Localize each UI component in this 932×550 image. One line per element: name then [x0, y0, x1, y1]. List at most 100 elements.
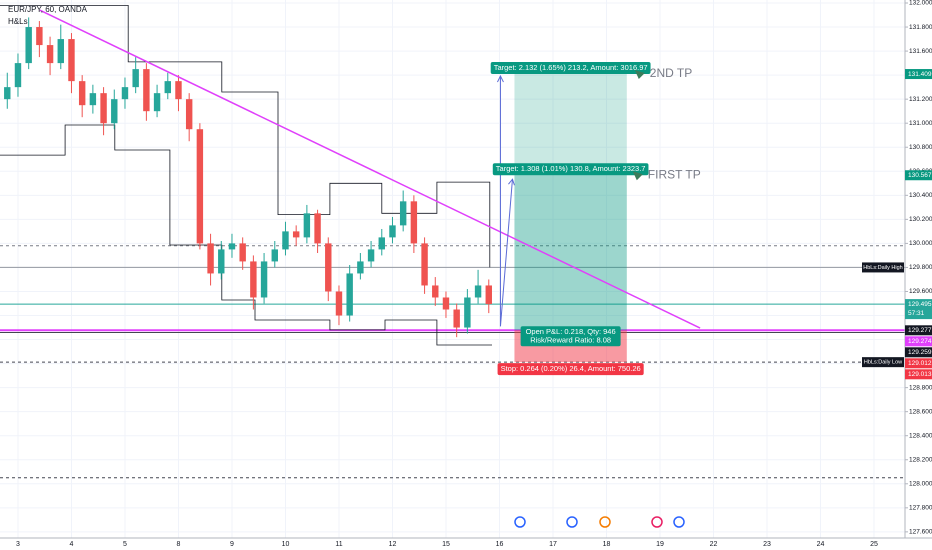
- y-tick-label: 131.600: [909, 48, 932, 55]
- candle-body: [239, 243, 246, 262]
- level-label: HbLs:Daily High: [863, 265, 902, 271]
- y-tick-label: 130.000: [909, 240, 932, 247]
- candle-body: [432, 285, 439, 298]
- target-zone: [514, 74, 627, 176]
- flag-icon: [634, 70, 645, 80]
- candle-body: [325, 243, 332, 292]
- y-tick-label: 131.800: [909, 24, 932, 31]
- first-target-label: Target: 1.308 (1.01%) 130.8, Amount: 232…: [492, 163, 649, 176]
- trendline: [39, 9, 701, 329]
- x-tick-label: 8: [177, 541, 181, 548]
- candle-body: [36, 27, 43, 46]
- candle-body: [282, 231, 289, 250]
- candle-body: [164, 81, 171, 94]
- event-icon[interactable]: [599, 516, 611, 528]
- x-tick-label: 9: [230, 541, 234, 548]
- level-label-box: [862, 357, 904, 368]
- candle-body: [185, 99, 193, 130]
- y-tick-label: 127.800: [909, 505, 932, 512]
- y-tick-label: 129.800: [909, 264, 932, 271]
- target-note: 2ND TP: [650, 66, 692, 80]
- candle-body: [228, 243, 236, 250]
- level-label: HbLs:Daily Low: [864, 360, 902, 366]
- candle-body: [218, 249, 225, 274]
- target-label-text: Target: 2.132 (1.65%) 213.2, Amount: 301…: [494, 63, 648, 72]
- indicator-name: H&Ls: [8, 17, 28, 26]
- price-tag: [905, 299, 932, 320]
- x-tick-label: 10: [282, 541, 290, 548]
- candle-body: [410, 201, 418, 244]
- candle-body: [132, 69, 139, 88]
- stop-label: Stop: 0.264 (0.20%) 26.4, Amount: 750.26: [497, 363, 644, 376]
- y-tick-label: 132.000: [909, 0, 932, 7]
- target-label: Target: 2.132 (1.65%) 213.2, Amount: 301…: [490, 62, 651, 75]
- y-tick-label: 127.600: [909, 529, 932, 536]
- target-label-box: [490, 62, 651, 75]
- arrow-head: [497, 74, 504, 83]
- first-target-note: FIRST TP: [648, 167, 701, 181]
- y-tick-label: 131.200: [909, 96, 932, 103]
- price-tag: [905, 336, 932, 347]
- candle-body: [196, 129, 204, 244]
- candle-body: [346, 273, 353, 316]
- price-tag-label: 131.409: [908, 71, 932, 78]
- channel-line: [0, 5, 491, 268]
- candle-body: [260, 261, 268, 298]
- candle-body: [303, 213, 311, 238]
- x-tick-label: 3: [16, 541, 20, 548]
- x-tick-label: 16: [496, 541, 504, 548]
- candle-body: [89, 93, 97, 106]
- x-tick-label: 15: [442, 541, 450, 548]
- candle-body: [250, 261, 257, 298]
- candle-body: [46, 45, 54, 64]
- candle-body: [389, 225, 396, 238]
- stop-label-text: Stop: 0.264 (0.20%) 26.4, Amount: 750.26: [501, 364, 641, 373]
- candle-body: [4, 87, 11, 100]
- x-tick-label: 17: [549, 541, 557, 548]
- x-tick-label: 25: [870, 541, 878, 548]
- y-tick-label: 130.800: [909, 144, 932, 151]
- price-axis-background: [905, 0, 932, 550]
- candle-body: [357, 261, 364, 274]
- stop-label-box: [497, 363, 644, 376]
- candle-body: [464, 297, 471, 328]
- first-target-label-box: [492, 163, 649, 176]
- candle-body: [271, 249, 278, 262]
- x-tick-label: 4: [70, 541, 74, 548]
- y-tick-label: 128.800: [909, 384, 932, 391]
- candle-body: [153, 93, 161, 112]
- y-tick-label: 131.000: [909, 120, 932, 127]
- price-tag-label: 129.012: [908, 360, 932, 367]
- grid-layer: [0, 0, 905, 538]
- candle-body: [314, 213, 321, 244]
- candle-body: [292, 231, 300, 238]
- price-tag-label: 129.259: [908, 349, 932, 356]
- event-icon[interactable]: [651, 516, 663, 528]
- event-icon[interactable]: [673, 516, 685, 528]
- price-tag-label: 130.567: [908, 172, 932, 179]
- event-icon[interactable]: [566, 516, 578, 528]
- candle-body: [25, 27, 32, 64]
- candle-body: [474, 285, 482, 298]
- x-tick-label: 12: [389, 541, 397, 548]
- price-tag: [905, 325, 932, 336]
- x-tick-label: 23: [763, 541, 771, 548]
- axis-layer: 3 4 5 8 9 10 11 12 15 16 17 18 19 22 23 24 25 132.000 131.…: [16, 0, 932, 548]
- price-tag-label: 129.495: [908, 301, 932, 308]
- price-tag: [905, 69, 932, 80]
- candle-body: [57, 39, 64, 64]
- candle-body: [14, 63, 22, 88]
- chart-title: EUR/JPY, 60, OANDA: [8, 5, 88, 14]
- candle-body: [68, 39, 75, 82]
- ratio-label-text: Risk/Reward Ratio: 8.08: [530, 335, 611, 344]
- pnl-label-text: Open P&L: 0.218, Qty: 946: [526, 327, 616, 336]
- candle-body: [485, 285, 492, 305]
- y-tick-label: 128.200: [909, 456, 932, 463]
- price-tag-label: 129.013: [908, 371, 932, 378]
- first-target-zone: [514, 175, 627, 331]
- candle-body: [175, 81, 182, 100]
- x-tick-label: 19: [656, 541, 664, 548]
- event-icon[interactable]: [514, 516, 526, 528]
